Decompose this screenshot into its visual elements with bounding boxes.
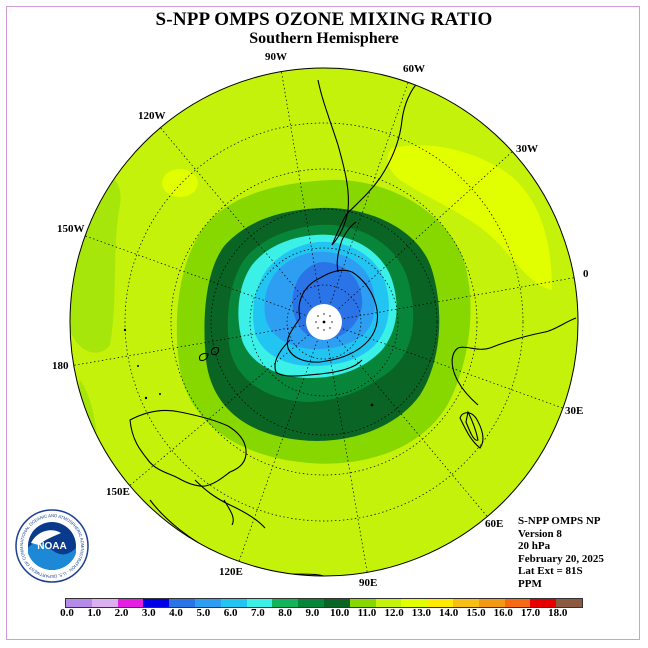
colorbar-tick-label: 1.0: [87, 607, 102, 619]
lon-label-90e: 90E: [359, 577, 378, 589]
colorbar-tick-label: 6.0: [223, 607, 238, 619]
coastlines: [129, 79, 577, 576]
info-lat-ext: Lat Ext = 81S: [518, 565, 583, 578]
colorbar-swatch: [117, 599, 144, 607]
figure-frame: [6, 6, 640, 640]
lon-label-90w: 90W: [265, 51, 287, 63]
colorbar-tick-label: 13.0: [411, 607, 432, 619]
noaa-logo: NOAA NATIONAL OCEANIC AND ATMOSPHERIC AD…: [15, 509, 89, 583]
colorbar-swatch: [401, 599, 428, 607]
colorbar: [65, 598, 583, 608]
colorbar-tick-label: 8.0: [278, 607, 292, 619]
info-instrument: S-NPP OMPS NP: [518, 515, 601, 527]
info-version: Version 8: [518, 527, 562, 540]
chart-title: S-NPP OMPS OZONE MIXING RATIO: [155, 9, 493, 30]
colorbar-swatch: [556, 599, 582, 607]
colorbar-swatch: [452, 599, 479, 607]
lon-label-120e: 120E: [219, 566, 243, 578]
info-units: PPM: [518, 577, 542, 590]
lon-label-30e: 30E: [565, 405, 584, 417]
colorbar-tick-label: 10.0: [330, 607, 350, 619]
colorbar-swatch: [66, 599, 92, 607]
colorbar-swatch: [220, 599, 247, 607]
colorbar-tick-label: 14.0: [439, 607, 459, 619]
lon-label-60e: 60E: [485, 518, 504, 530]
colorbar-tick-label: 17.0: [520, 607, 541, 619]
colorbar-swatch: [349, 599, 376, 607]
lon-label-150e: 150E: [106, 486, 130, 498]
colorbar-swatch: [478, 599, 505, 607]
colorbar-swatch: [323, 599, 350, 607]
colorbar-tick-label: 15.0: [466, 607, 486, 619]
colorbar-swatch: [298, 599, 324, 607]
product-info: S-NPP OMPS NP Version 8 20 hPa February …: [518, 515, 604, 591]
colorbar-swatch: [504, 599, 531, 607]
lon-label-60w: 60W: [403, 63, 425, 75]
info-date: February 20, 2025: [518, 552, 604, 565]
colorbar-swatch: [169, 599, 195, 607]
colorbar-swatch: [246, 599, 273, 607]
colorbar-swatch: [530, 599, 557, 607]
lon-label-180: 180: [52, 360, 69, 372]
info-level: 20 hPa: [518, 540, 551, 553]
lon-label-30w: 30W: [516, 143, 538, 155]
colorbar-swatch: [91, 599, 118, 607]
colorbar-tick-label: 9.0: [305, 607, 320, 619]
islands: [123, 328, 374, 407]
colorbar-swatch: [375, 599, 402, 607]
colorbar-swatch: [194, 599, 221, 607]
graticule: [70, 68, 578, 576]
globe-outline: [69, 67, 579, 577]
colorbar-tick-label: 11.0: [357, 607, 377, 619]
chart-subtitle: Southern Hemisphere: [249, 30, 399, 47]
colorbar-tick-label: 18.0: [548, 607, 568, 619]
colorbar-tick-label: 7.0: [250, 607, 265, 619]
lon-label-0: 0: [583, 268, 589, 280]
lon-label-120w: 120W: [138, 110, 166, 122]
colorbar-tick-label: 12.0: [384, 607, 404, 619]
colorbar-tick-label: 3.0: [141, 607, 156, 619]
colorbar-tick-label: 2.0: [114, 607, 129, 619]
colorbar-swatch: [143, 599, 170, 607]
colorbar-swatch: [427, 599, 453, 607]
colorbar-tick-label: 16.0: [493, 607, 513, 619]
noaa-logo-text: NOAA: [37, 541, 66, 552]
pole-marker: [315, 313, 333, 331]
colorbar-swatch: [272, 599, 299, 607]
colorbar-tick-label: 5.0: [196, 607, 211, 619]
colorbar-tick-label: 4.0: [169, 607, 183, 619]
lon-label-150w: 150W: [57, 223, 85, 235]
ozone-field-13ppm-west: [162, 169, 198, 197]
colorbar-tick-label: 0.0: [60, 607, 74, 619]
